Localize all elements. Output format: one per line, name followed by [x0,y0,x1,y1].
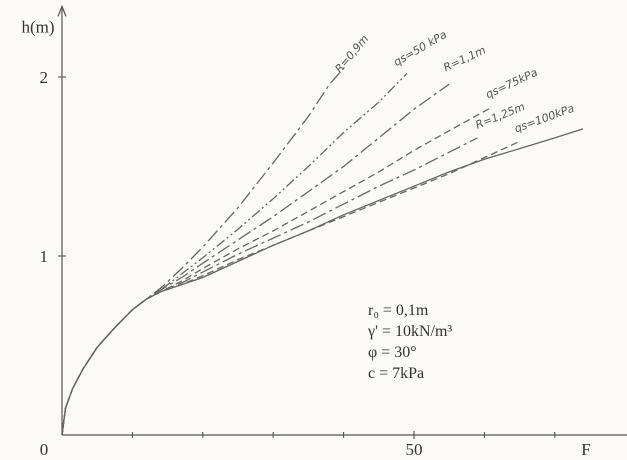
x-tick-label: 50 [406,440,423,459]
param-phi: φ = 30° [368,344,417,361]
series-line-1 [61,72,408,436]
curve-label-3: qs=75kPa [484,66,540,101]
curves [61,64,584,436]
y-axis-label: h(m) [21,17,54,36]
y-tick-label: 1 [40,247,49,266]
series-line-4 [61,137,478,436]
y-tick-label: 2 [40,68,49,87]
series-line-3 [61,106,492,436]
x-axis-label: F [581,440,590,459]
param-c: c = 7kPa [368,365,425,382]
y-axis-arrow [57,4,67,17]
curve-labels: R=0,9m qs=50 kPaR=1,1mqs=75kPaR=1,25mqs=1… [332,28,576,135]
parameter-box: r₀ = 0,1m γ' = 10kN/m³ φ = 30° c = 7kPa [368,300,452,384]
series-line-5 [61,140,520,436]
curve-label-0: R=0,9m [332,32,371,75]
param-gamma: γ' = 10kN/m³ [368,323,453,340]
x-tick-label: 0 [40,440,49,459]
param-r0: r₀ = 0,1m [368,302,429,319]
series-line-0 [61,64,348,436]
series-line-2 [61,83,450,436]
series-line-6 [61,128,584,436]
curve-label-2: R=1,1m [441,44,487,75]
axes: 0 50 1 2 Fh(m) [21,4,627,459]
